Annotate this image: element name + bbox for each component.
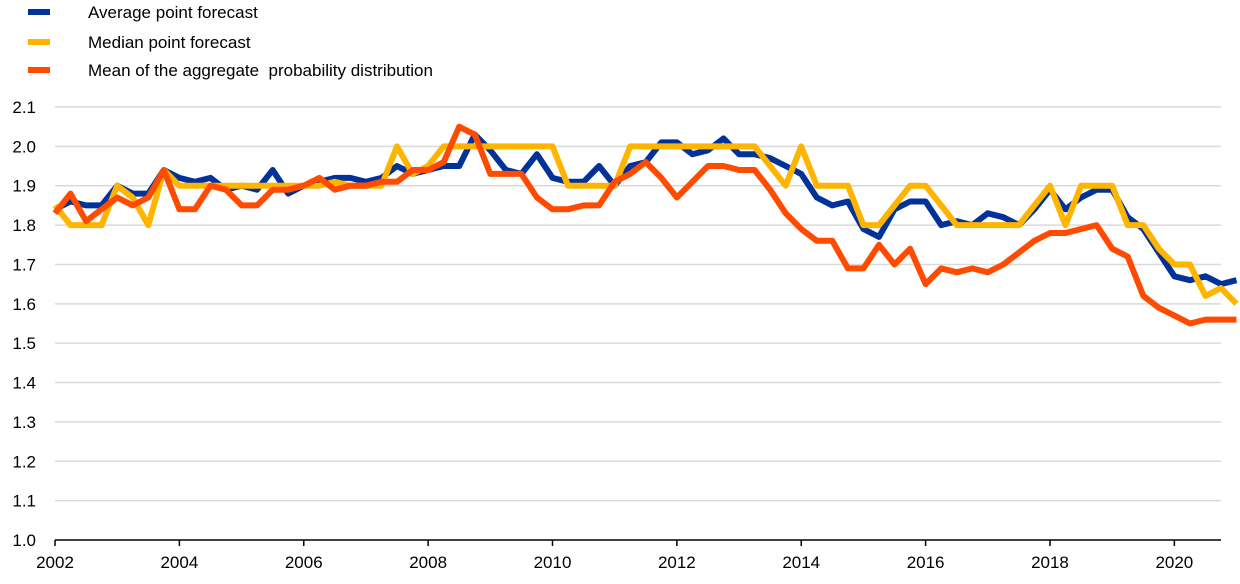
legend-entry-average: Average point forecast xyxy=(28,3,258,22)
x-tick-label: 2008 xyxy=(409,553,447,572)
y-tick-label: 1.9 xyxy=(12,177,36,196)
x-tick-label: 2006 xyxy=(285,553,323,572)
y-tick-label: 1.5 xyxy=(12,334,36,353)
x-tick-label: 2012 xyxy=(658,553,696,572)
x-tick-label: 2020 xyxy=(1155,553,1193,572)
x-axis-ticks: 2002 2004 2006 2008 2010 2012 2014 2016 2018 2020 xyxy=(36,540,1193,572)
x-tick-label: 2010 xyxy=(534,553,572,572)
y-tick-label: 1.6 xyxy=(12,295,36,314)
y-tick-label: 1.8 xyxy=(12,216,36,235)
legend-entry-mean-distribution: Mean of the aggregate probability distri… xyxy=(28,61,433,80)
y-axis-ticks: 1.0 1.1 1.2 1.3 1.4 1.5 1.6 1.7 1.8 1.9 2.0 2.1 xyxy=(12,98,36,550)
legend-label-mean-distribution: Mean of the aggregate probability distri… xyxy=(88,61,433,80)
y-tick-label: 1.2 xyxy=(12,452,36,471)
x-tick-label: 2014 xyxy=(782,553,820,572)
y-tick-label: 2.1 xyxy=(12,98,36,117)
legend-label-average: Average point forecast xyxy=(88,3,258,22)
y-tick-label: 1.4 xyxy=(12,374,36,393)
y-tick-label: 1.0 xyxy=(12,531,36,550)
legend: Average point forecast Median point fore… xyxy=(28,3,433,80)
legend-swatch-median xyxy=(28,39,50,45)
legend-entry-median: Median point forecast xyxy=(28,33,251,52)
legend-swatch-average xyxy=(28,9,50,15)
legend-swatch-mean-distribution xyxy=(28,67,50,73)
series-lines xyxy=(52,123,1239,327)
y-tick-label: 1.7 xyxy=(12,255,36,274)
x-tick-label: 2004 xyxy=(160,553,198,572)
y-tick-label: 2.0 xyxy=(12,137,36,156)
x-tick-label: 2016 xyxy=(907,553,945,572)
legend-label-median: Median point forecast xyxy=(88,33,251,52)
x-tick-label: 2018 xyxy=(1031,553,1069,572)
median-point-forecast-line xyxy=(52,143,1239,306)
gridlines xyxy=(55,106,1221,502)
x-tick-label: 2002 xyxy=(36,553,74,572)
y-tick-label: 1.3 xyxy=(12,413,36,432)
y-tick-label: 1.1 xyxy=(12,492,36,511)
mean-probability-distribution-line xyxy=(52,123,1237,327)
